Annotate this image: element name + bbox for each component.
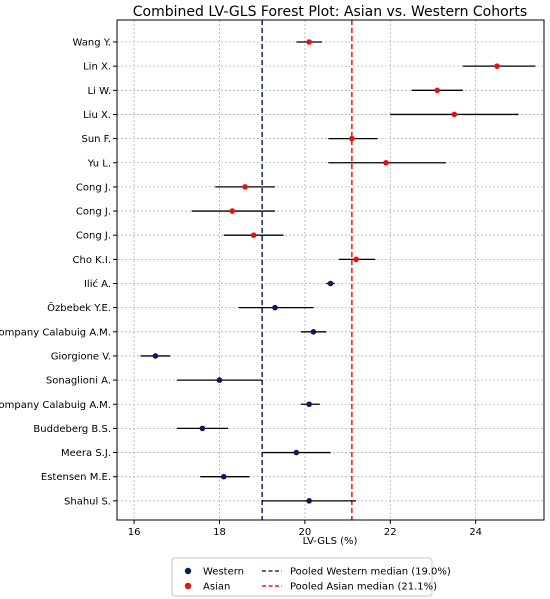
point-estimates	[152, 39, 500, 504]
legend-label: Pooled Western median (19.0%)	[290, 567, 451, 578]
study-label: Sonaglioni A.	[46, 376, 111, 387]
grid	[117, 20, 544, 520]
study-label: Lin X.	[83, 62, 111, 73]
study-label: Estensen M.E.	[41, 472, 111, 483]
western-point	[310, 329, 317, 335]
study-label: Liu X.	[83, 110, 111, 121]
x-tick-label: 18	[213, 527, 226, 538]
asian-point	[242, 184, 248, 190]
asian-point	[229, 208, 236, 214]
western-point	[152, 353, 159, 359]
reference-lines	[261, 20, 353, 520]
x-axis-label: LV-GLS (%)	[303, 536, 358, 547]
western-point	[306, 401, 312, 408]
legend-marker	[184, 582, 192, 590]
western-point	[327, 280, 334, 287]
study-label: Meera S.J.	[61, 448, 111, 459]
western-point	[306, 498, 312, 504]
asian-point	[250, 232, 257, 238]
western-point	[293, 449, 300, 456]
study-label: Cong J.	[76, 207, 111, 218]
asian-point	[434, 87, 441, 94]
legend-label: Asian	[203, 582, 230, 593]
x-tick-label: 24	[469, 527, 482, 538]
western-point	[199, 425, 206, 432]
study-label: Buddeberg B.S.	[33, 424, 111, 435]
western-point	[216, 377, 223, 383]
study-label: Giorgione V.	[51, 351, 111, 362]
study-label: Cong J.	[76, 182, 111, 193]
x-tick-label: 16	[128, 527, 141, 538]
study-label: Cho K.I.	[73, 255, 111, 266]
study-label: Yu L.	[87, 158, 111, 169]
legend-label: Pooled Asian median (21.1%)	[290, 582, 437, 593]
study-label: Sun F.	[81, 134, 111, 145]
study-label: Wang Y.	[72, 38, 111, 49]
western-point	[272, 304, 278, 311]
study-label: Özbebek Y.E.	[47, 301, 111, 314]
x-tick-label: 22	[384, 527, 397, 538]
asian-point	[451, 111, 458, 118]
legend-label: Western	[203, 567, 244, 578]
study-label: Company Calabuig A.M.	[0, 327, 111, 338]
y-axis-study-labels: Wang Y. Lin X. Li W. Liu X. Sun F. Yu L. Cong …	[0, 38, 117, 507]
asian-point	[349, 135, 355, 142]
chart-title: Combined LV-GLS Forest Plot: Asian vs. W…	[133, 4, 527, 20]
asian-point	[494, 63, 500, 69]
study-label: Ilić A.	[84, 278, 111, 290]
study-label: Cong J.	[76, 231, 111, 242]
asian-point	[353, 256, 359, 263]
plot-area-frame	[116, 19, 545, 521]
asian-point	[383, 159, 389, 166]
study-label: Company Calabuig A.M.	[0, 400, 111, 411]
confidence-intervals	[140, 41, 536, 502]
legend-marker	[184, 567, 192, 575]
x-tick-label: 20	[299, 527, 312, 538]
study-label: Shahul S.	[64, 496, 111, 507]
study-label: Li W.	[88, 86, 111, 97]
x-axis-ticks: 16 18 20 22 24	[128, 520, 482, 538]
asian-point	[306, 39, 312, 45]
legend: Western Asian Pooled Western median (19.0%…	[171, 557, 451, 597]
western-point	[220, 473, 227, 480]
legend-frame	[171, 557, 433, 597]
